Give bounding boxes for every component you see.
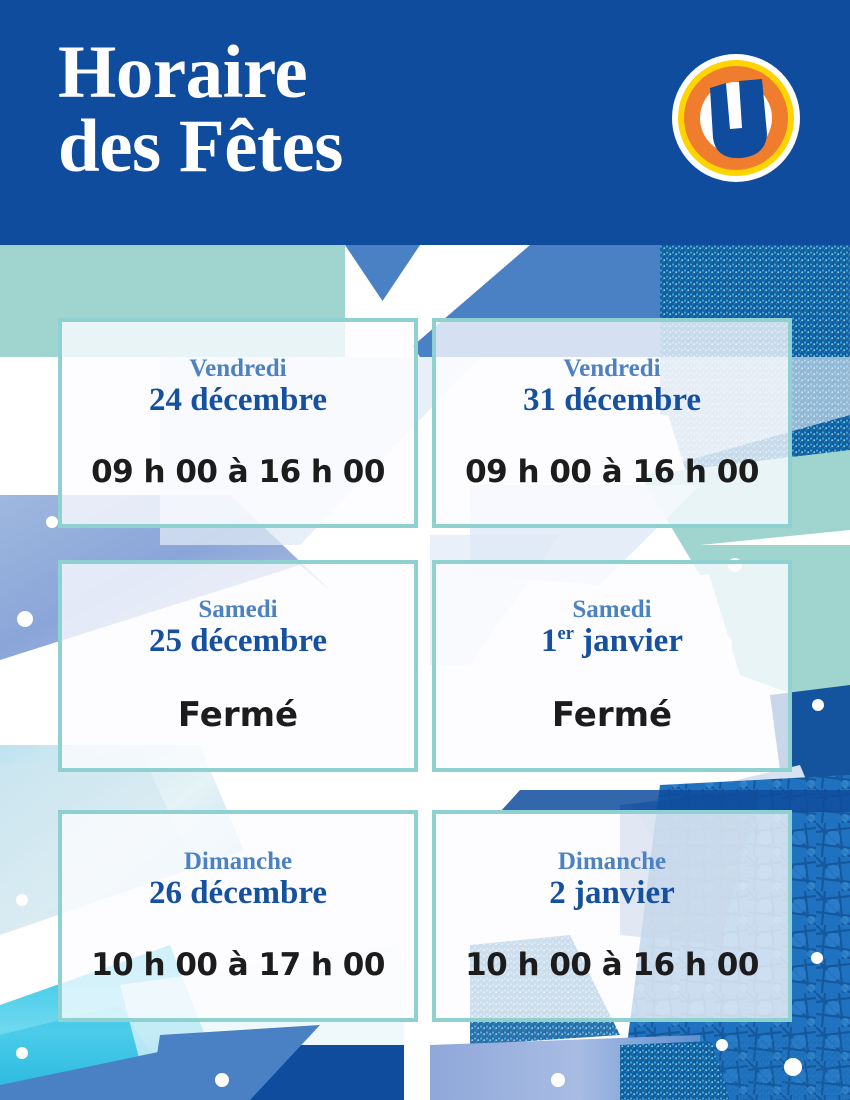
card-date: 31 décembre xyxy=(522,381,702,418)
card-date: 1er janvier xyxy=(541,623,683,659)
card-hours: 09 h 00 à 16 h 00 xyxy=(91,454,385,491)
schedule-grid: Vendredi 24 décembre 09 h 00 à 16 h 00 V… xyxy=(0,245,850,1100)
card-hours: 10 h 00 à 17 h 00 xyxy=(91,947,385,984)
schedule-card: Vendredi 24 décembre 09 h 00 à 16 h 00 xyxy=(58,318,418,528)
card-date: 24 décembre xyxy=(148,381,328,418)
schedule-card: Dimanche 26 décembre 10 h 00 à 17 h 00 xyxy=(58,810,418,1022)
card-hours: 10 h 00 à 16 h 00 xyxy=(465,947,759,984)
card-day: Samedi xyxy=(572,595,652,623)
schedule-card: Dimanche 2 janvier 10 h 00 à 16 h 00 xyxy=(432,810,792,1022)
schedule-card: Samedi 1er janvier Fermé xyxy=(432,560,792,772)
card-day: Samedi xyxy=(198,595,278,623)
circular-u-logo xyxy=(670,52,802,184)
card-date-number: 1 xyxy=(541,622,558,659)
card-date: 25 décembre xyxy=(148,622,328,659)
card-hours: Fermé xyxy=(551,695,673,736)
card-date: 2 janvier xyxy=(549,874,675,911)
poster-header: Horaire des Fêtes xyxy=(0,0,850,245)
card-day: Vendredi xyxy=(189,354,287,382)
page-title: Horaire des Fêtes xyxy=(58,31,344,188)
schedule-card: Samedi 25 décembre Fermé xyxy=(58,560,418,772)
schedule-card: Vendredi 31 décembre 09 h 00 à 16 h 00 xyxy=(432,318,792,528)
card-hours: Fermé xyxy=(177,695,299,736)
card-day: Dimanche xyxy=(557,847,667,875)
card-day: Dimanche xyxy=(183,847,293,875)
card-hours: 09 h 00 à 16 h 00 xyxy=(465,454,759,491)
card-date-ordinal: er xyxy=(557,622,574,643)
card-day: Vendredi xyxy=(563,354,661,382)
card-date-month: janvier xyxy=(582,622,683,659)
card-date: 26 décembre xyxy=(148,874,328,911)
